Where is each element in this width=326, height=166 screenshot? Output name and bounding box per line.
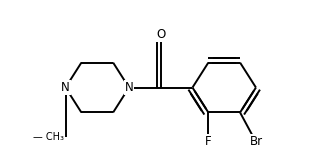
Text: F: F <box>205 135 212 148</box>
Text: N: N <box>61 81 70 94</box>
Text: Br: Br <box>249 135 262 148</box>
Text: N: N <box>125 81 133 94</box>
Text: O: O <box>156 28 165 41</box>
Text: — CH₃: — CH₃ <box>33 132 65 142</box>
